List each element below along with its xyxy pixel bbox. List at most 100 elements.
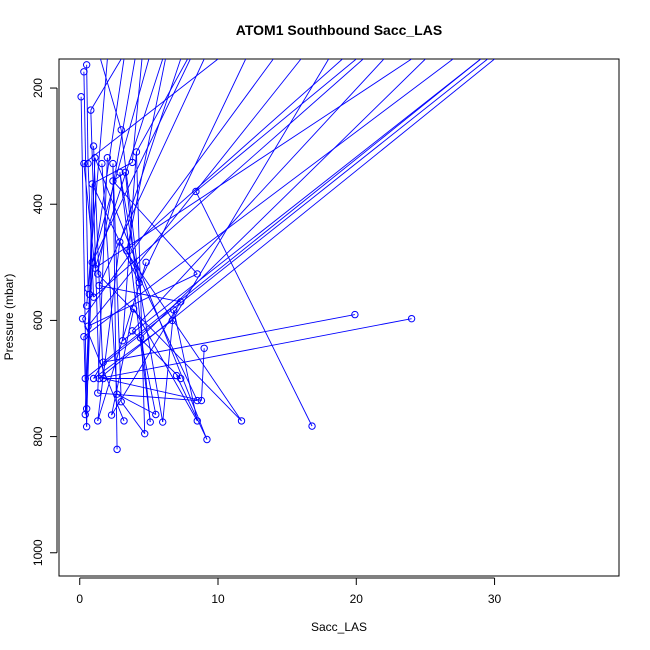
data-point [99,374,107,383]
data-point [81,374,89,383]
data-point [308,422,316,430]
series-line-segment [119,172,164,423]
series-line-segment [97,273,242,422]
data-point [103,154,112,162]
data-point [98,159,106,168]
y-tick-label: 200 [31,78,45,98]
series-line-segment [102,59,482,363]
data-point [109,159,117,168]
series-line-segment [135,151,146,434]
data-point [84,284,92,293]
data-point [200,344,208,352]
data-point [193,417,201,425]
series-line-segment [87,273,198,327]
x-axis-label: Sacc_LAS [311,620,367,634]
data-point [197,396,206,405]
data-point [203,435,211,444]
data-point [120,417,128,425]
y-tick-label: 1000 [31,539,45,566]
data-point [81,410,89,419]
series-line-segment [173,309,198,421]
series-line-segment [98,59,205,286]
data-point [77,93,85,101]
data-point [88,180,96,188]
series-line-segment [120,129,140,283]
data-point [117,398,125,406]
data-point [407,314,416,323]
data-point [123,246,131,255]
series-line-segment [83,59,219,164]
data-point [113,445,121,454]
y-axis: 200 400 600 800 1000 [31,78,58,566]
data-point [80,332,88,341]
data-point [152,410,160,419]
series-line-segment [93,59,364,298]
data-point [80,159,88,168]
data-point [129,305,138,313]
series-line-segment [99,318,412,379]
series-line-segment [97,157,108,394]
data-point [192,187,200,196]
data-point [82,61,91,69]
series-line-segment [112,180,198,275]
series-line-segment [126,59,166,251]
data-point [91,264,99,272]
series-line-segment [120,401,146,434]
series-line-segment [136,59,188,153]
x-axis: 0 10 20 30 [76,577,502,606]
x-tick-label: 10 [211,592,225,606]
data-point [82,302,91,310]
series-line-segment [82,318,125,422]
data-point [193,270,201,278]
data-point [168,316,177,325]
data-point [94,417,102,425]
data-point [142,258,150,267]
data-point [128,158,136,167]
series-line-segment [176,375,208,440]
data-point [89,374,98,383]
chart-title: ATOM1 Southbound Sacc_LAS [236,22,442,38]
data-point [95,281,103,290]
series-line-segment [87,59,302,327]
data-point [176,298,185,306]
data-point [94,270,102,278]
series-line-segment [86,64,89,164]
series-line-segment [80,96,88,409]
data-point [135,278,143,287]
x-tick-label: 20 [350,592,364,606]
series-line-segment [83,163,96,269]
y-axis-label: Pressure (mbar) [2,274,16,361]
data-point [121,168,130,176]
plot-area [77,59,495,454]
data-point [170,306,178,314]
data-point [89,142,98,150]
data-point [128,327,136,335]
data-point [132,148,141,156]
series-line-segment [90,59,122,111]
x-tick-label: 30 [488,592,502,606]
data-point [107,411,116,419]
data-point [91,154,99,162]
x-tick-label: 0 [76,592,83,606]
series-line-segment [126,59,343,252]
series-line-segment [100,59,122,130]
data-point [193,396,201,405]
series-line-segment [93,320,173,379]
data-point [88,258,96,267]
y-tick-label: 600 [31,310,45,330]
series-line-segment [103,378,202,402]
series-line-segment [195,191,313,427]
series-line-segment [138,59,247,283]
series-line-segment [200,348,205,401]
series-line-segment [91,59,150,263]
series-line-segment [122,59,482,342]
data-point [94,389,102,397]
series-line-segment [94,59,412,269]
series-line-segment [91,183,140,283]
data-point [136,334,145,342]
data-point [78,314,87,323]
data-point [87,106,95,114]
series-line-segment [133,308,198,422]
series-line-segment [99,285,181,303]
